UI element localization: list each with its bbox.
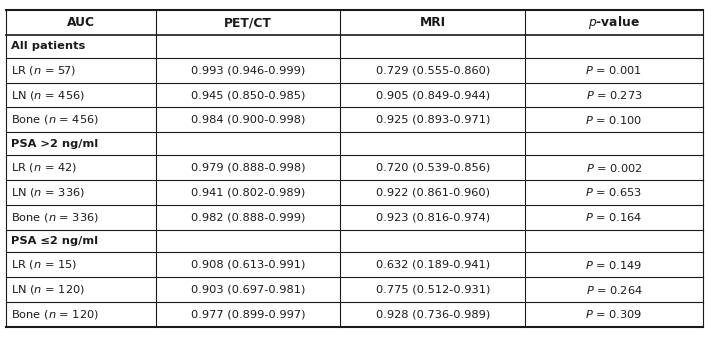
Text: 0.905 (0.849-0.944): 0.905 (0.849-0.944) — [376, 90, 490, 100]
Text: LN ($\it{n}$ = 456): LN ($\it{n}$ = 456) — [11, 89, 85, 101]
Text: LR ($\it{n}$ = 57): LR ($\it{n}$ = 57) — [11, 64, 76, 77]
Text: $\it{P}$ = 0.001: $\it{P}$ = 0.001 — [585, 64, 642, 76]
Text: $\it{P}$ = 0.264: $\it{P}$ = 0.264 — [586, 284, 642, 296]
Text: LN ($\it{n}$ = 336): LN ($\it{n}$ = 336) — [11, 186, 85, 199]
Text: Bone ($\it{n}$ = 120): Bone ($\it{n}$ = 120) — [11, 308, 99, 321]
Text: $\it{P}$ = 0.149: $\it{P}$ = 0.149 — [585, 259, 643, 271]
Text: PSA ≤2 ng/ml: PSA ≤2 ng/ml — [11, 236, 98, 246]
Text: $\it{P}$ = 0.273: $\it{P}$ = 0.273 — [586, 89, 642, 101]
Text: 0.908 (0.613-0.991): 0.908 (0.613-0.991) — [191, 260, 305, 270]
Text: 0.632 (0.189-0.941): 0.632 (0.189-0.941) — [376, 260, 490, 270]
Text: 0.993 (0.946-0.999): 0.993 (0.946-0.999) — [191, 65, 305, 75]
Text: 0.982 (0.888-0.999): 0.982 (0.888-0.999) — [191, 212, 305, 222]
Text: 0.984 (0.900-0.998): 0.984 (0.900-0.998) — [191, 115, 305, 125]
Text: 0.923 (0.816-0.974): 0.923 (0.816-0.974) — [376, 212, 490, 222]
Text: $\it{P}$ = 0.002: $\it{P}$ = 0.002 — [586, 161, 642, 174]
Text: PSA >2 ng/ml: PSA >2 ng/ml — [11, 139, 98, 149]
Text: Bone ($\it{n}$ = 336): Bone ($\it{n}$ = 336) — [11, 211, 99, 224]
Text: Bone ($\it{n}$ = 456): Bone ($\it{n}$ = 456) — [11, 113, 99, 126]
Text: 0.928 (0.736-0.989): 0.928 (0.736-0.989) — [376, 309, 490, 319]
Text: 0.941 (0.802-0.989): 0.941 (0.802-0.989) — [191, 187, 305, 197]
Text: LR ($\it{n}$ = 15): LR ($\it{n}$ = 15) — [11, 258, 77, 271]
Text: $\it{P}$ = 0.100: $\it{P}$ = 0.100 — [585, 114, 643, 126]
Text: LR ($\it{n}$ = 42): LR ($\it{n}$ = 42) — [11, 161, 77, 174]
Text: All patients: All patients — [11, 41, 85, 51]
Text: 0.925 (0.893-0.971): 0.925 (0.893-0.971) — [376, 115, 490, 125]
Text: AUC: AUC — [66, 16, 94, 29]
Text: PET/CT: PET/CT — [224, 16, 272, 29]
Text: $\it{P}$ = 0.164: $\it{P}$ = 0.164 — [585, 211, 643, 223]
Text: 0.945 (0.850-0.985): 0.945 (0.850-0.985) — [191, 90, 305, 100]
Text: MRI: MRI — [419, 16, 446, 29]
Text: $\it{P}$ = 0.309: $\it{P}$ = 0.309 — [585, 308, 643, 320]
Text: 0.720 (0.539-0.856): 0.720 (0.539-0.856) — [376, 162, 490, 173]
Text: 0.977 (0.899-0.997): 0.977 (0.899-0.997) — [190, 309, 305, 319]
Text: $\it{P}$ = 0.653: $\it{P}$ = 0.653 — [585, 186, 643, 198]
Text: 0.979 (0.888-0.998): 0.979 (0.888-0.998) — [190, 162, 305, 173]
Text: 0.903 (0.697-0.981): 0.903 (0.697-0.981) — [191, 285, 305, 295]
Text: 0.922 (0.861-0.960): 0.922 (0.861-0.960) — [376, 187, 490, 197]
Text: LN ($\it{n}$ = 120): LN ($\it{n}$ = 120) — [11, 283, 85, 296]
Text: 0.775 (0.512-0.931): 0.775 (0.512-0.931) — [376, 285, 490, 295]
Text: 0.729 (0.555-0.860): 0.729 (0.555-0.860) — [376, 65, 490, 75]
Text: $\it{p}$-value: $\it{p}$-value — [588, 14, 640, 31]
